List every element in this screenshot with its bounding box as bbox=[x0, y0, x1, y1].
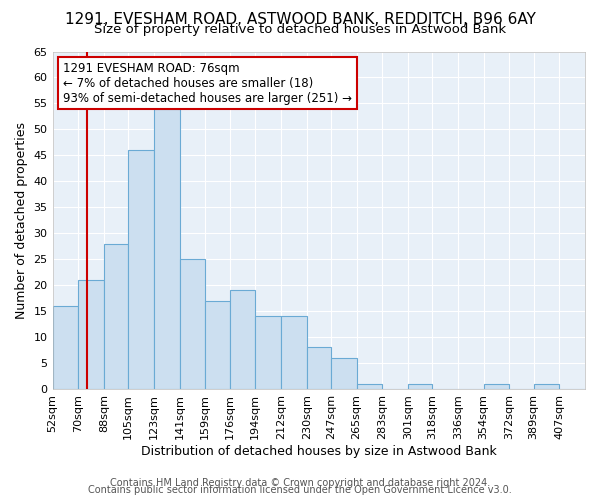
Text: 1291 EVESHAM ROAD: 76sqm
← 7% of detached houses are smaller (18)
93% of semi-de: 1291 EVESHAM ROAD: 76sqm ← 7% of detache… bbox=[63, 62, 352, 104]
Bar bbox=[53, 306, 78, 389]
Bar bbox=[331, 358, 356, 389]
Text: Size of property relative to detached houses in Astwood Bank: Size of property relative to detached ho… bbox=[94, 22, 506, 36]
Text: Contains HM Land Registry data © Crown copyright and database right 2024.: Contains HM Land Registry data © Crown c… bbox=[110, 478, 490, 488]
X-axis label: Distribution of detached houses by size in Astwood Bank: Distribution of detached houses by size … bbox=[141, 444, 497, 458]
Bar bbox=[533, 384, 559, 389]
Bar bbox=[154, 108, 179, 389]
Bar bbox=[281, 316, 307, 389]
Bar bbox=[179, 259, 205, 389]
Bar bbox=[484, 384, 509, 389]
Bar bbox=[255, 316, 281, 389]
Y-axis label: Number of detached properties: Number of detached properties bbox=[15, 122, 28, 318]
Bar bbox=[78, 280, 104, 389]
Bar bbox=[104, 244, 128, 389]
Bar bbox=[356, 384, 382, 389]
Bar bbox=[307, 348, 331, 389]
Bar bbox=[205, 300, 230, 389]
Bar bbox=[408, 384, 432, 389]
Bar bbox=[230, 290, 255, 389]
Text: 1291, EVESHAM ROAD, ASTWOOD BANK, REDDITCH, B96 6AY: 1291, EVESHAM ROAD, ASTWOOD BANK, REDDIT… bbox=[65, 12, 535, 28]
Text: Contains public sector information licensed under the Open Government Licence v3: Contains public sector information licen… bbox=[88, 485, 512, 495]
Bar bbox=[128, 150, 154, 389]
